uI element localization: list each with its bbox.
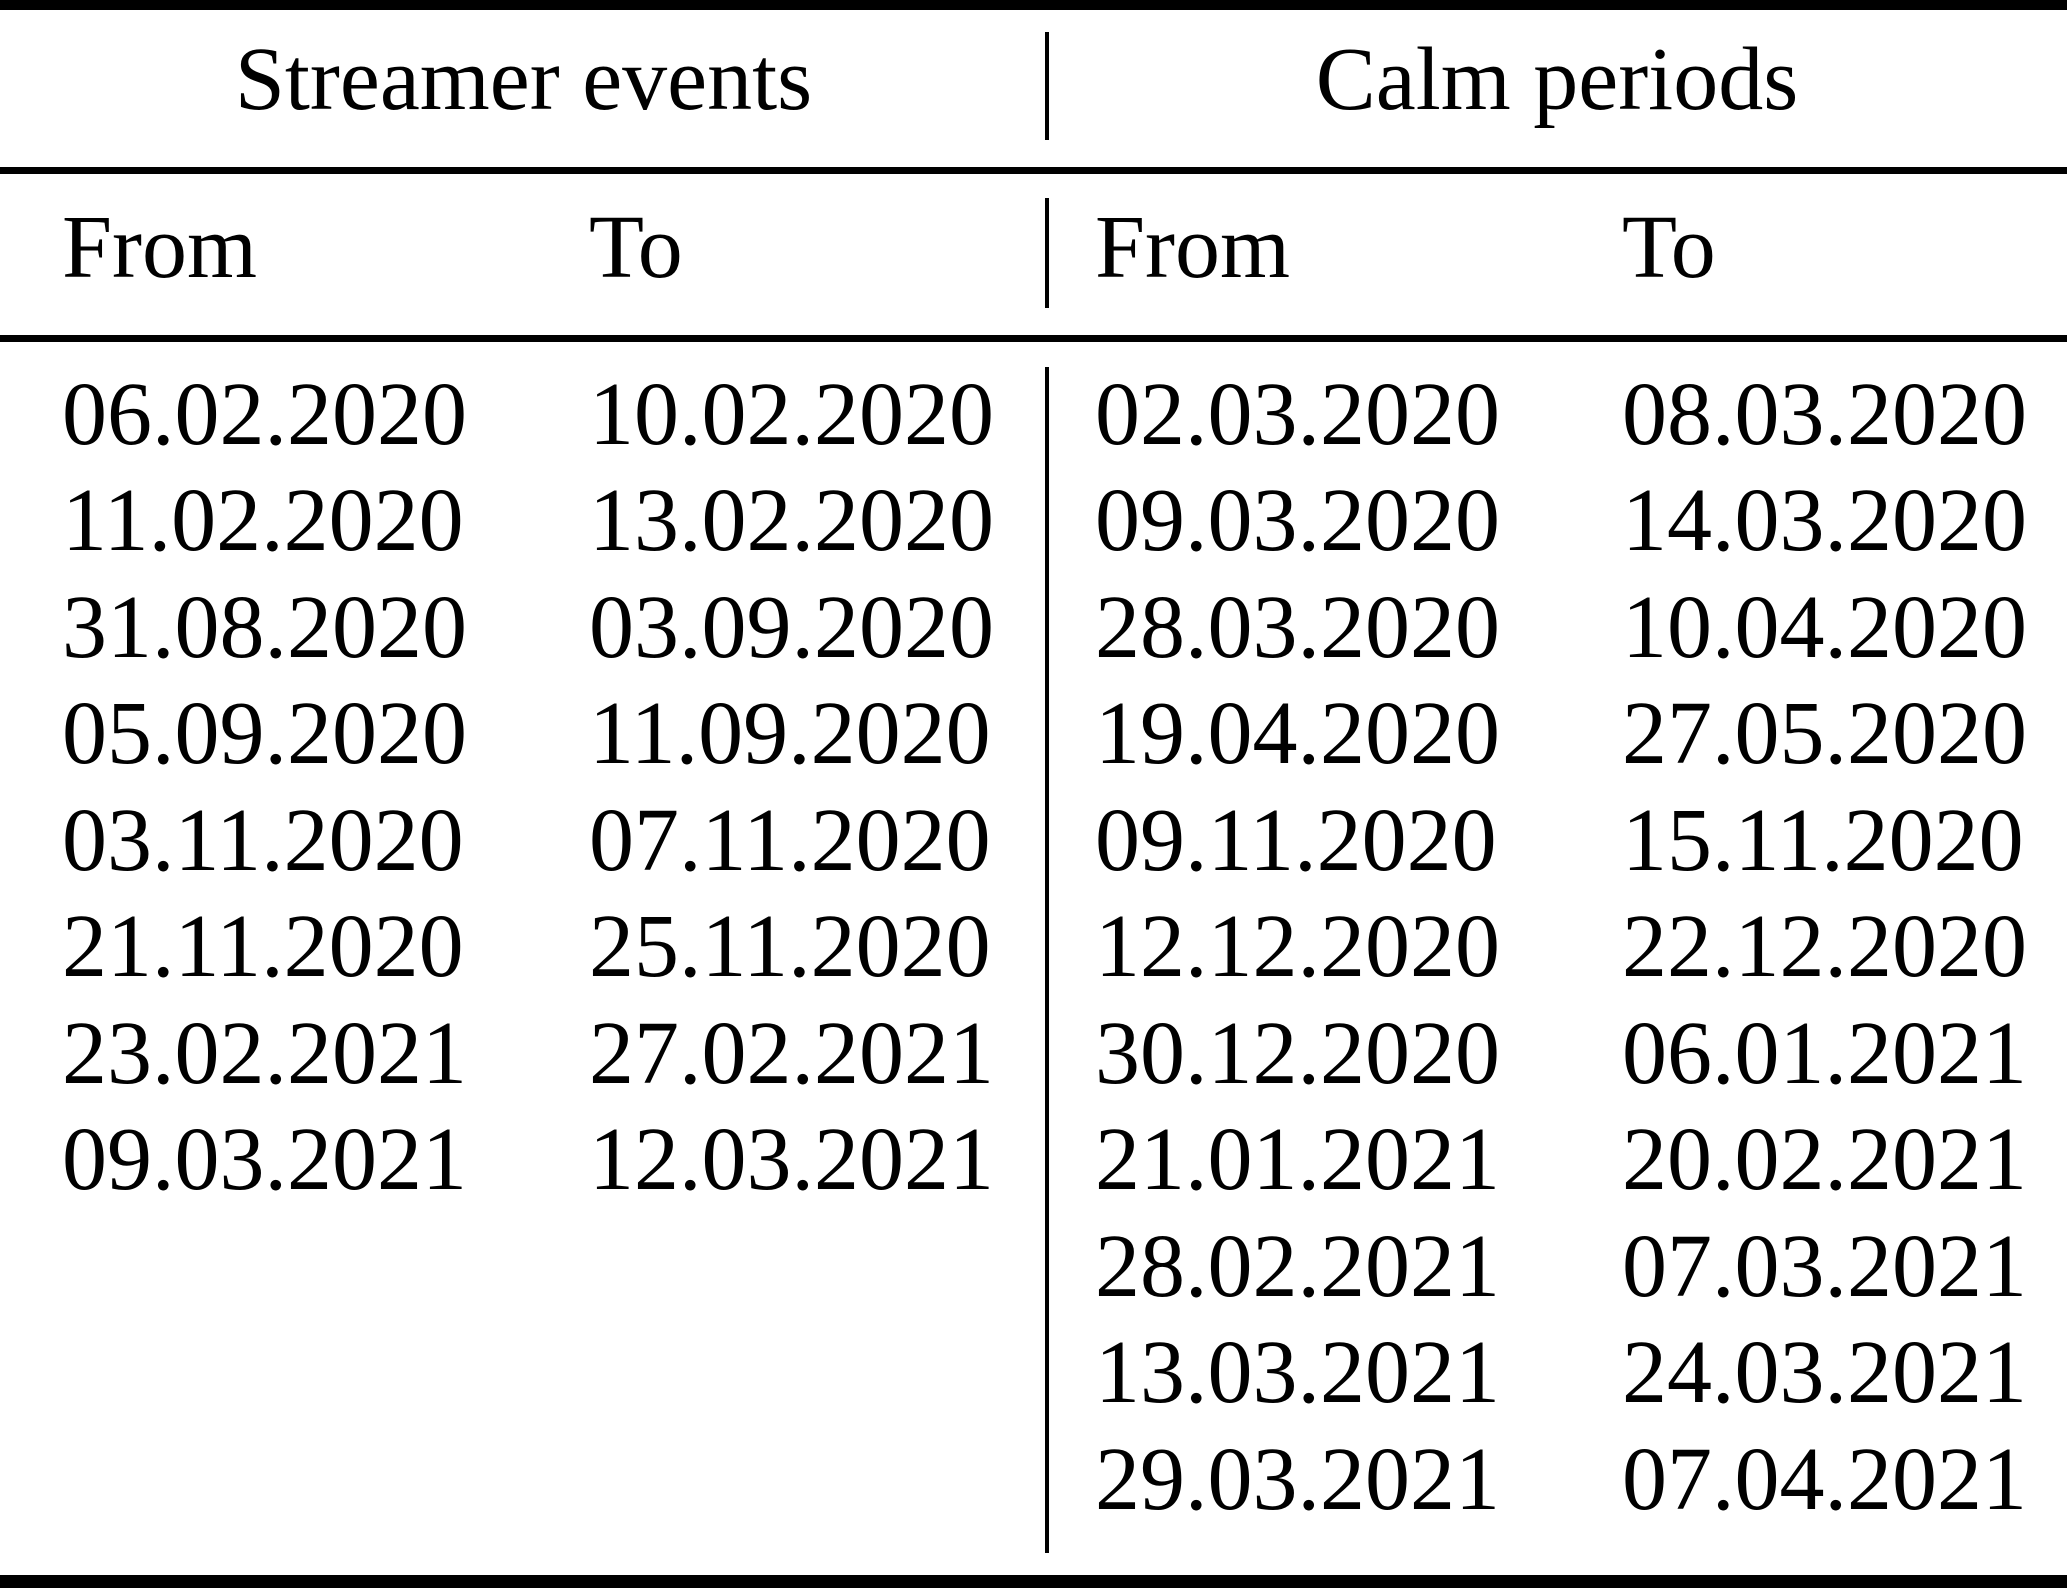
table-row: 11.02.2020 13.02.2020	[62, 468, 1047, 575]
date-cell: 29.03.2021	[1095, 1429, 1500, 1529]
table-row: 21.11.2020 25.11.2020	[62, 894, 1047, 1001]
table-row: 23.02.2021 27.02.2021	[62, 1000, 1047, 1107]
table-row: 03.11.2020 07.11.2020	[62, 787, 1047, 894]
top-rule	[0, 0, 2067, 10]
date-cell: 07.11.2020	[589, 790, 991, 890]
group-title-streamer-events: Streamer events	[234, 30, 813, 129]
column-header-to: To	[589, 198, 683, 297]
date-cell: 06.02.2020	[62, 364, 467, 464]
streamer-rows: 06.02.2020 10.02.2020 11.02.2020 13.02.2020…	[0, 345, 1047, 1213]
table-row: 09.11.2020 15.11.2020	[1095, 787, 2067, 894]
table-row: 19.04.2020 27.05.2020	[1095, 681, 2067, 788]
date-cell: 13.03.2021	[1095, 1323, 1500, 1423]
header-rule	[0, 167, 2067, 174]
table-row: 02.03.2020 08.03.2020	[1095, 361, 2067, 468]
date-cell: 06.01.2021	[1622, 1003, 2027, 1103]
table-row: 06.02.2020 10.02.2020	[62, 361, 1047, 468]
date-cell: 09.03.2021	[62, 1110, 467, 1210]
date-cell: 09.11.2020	[1095, 790, 1497, 890]
date-cell: 08.03.2020	[1622, 364, 2027, 464]
date-cell: 12.12.2020	[1095, 897, 1500, 997]
date-cell: 10.04.2020	[1622, 577, 2027, 677]
table-row: 09.03.2021 12.03.2021	[62, 1107, 1047, 1214]
date-cell: 07.03.2021	[1622, 1216, 2027, 1316]
bottom-rule	[0, 1575, 2067, 1588]
column-header-to: To	[1622, 198, 1716, 297]
vertical-divider-header	[1045, 32, 1049, 140]
calm-column-headers: From To	[1047, 174, 2067, 335]
subheader-rule	[0, 335, 2067, 342]
date-cell: 03.11.2020	[62, 790, 464, 890]
table-row: 28.02.2021 07.03.2021	[1095, 1213, 2067, 1320]
table-row: 05.09.2020 11.09.2020	[62, 681, 1047, 788]
date-cell: 07.04.2021	[1622, 1429, 2027, 1529]
date-cell: 23.02.2021	[62, 1003, 467, 1103]
table-row: 30.12.2020 06.01.2021	[1095, 1000, 2067, 1107]
date-cell: 22.12.2020	[1622, 897, 2027, 997]
table-row: 12.12.2020 22.12.2020	[1095, 894, 2067, 1001]
date-cell: 28.02.2021	[1095, 1216, 1500, 1316]
table-row: 29.03.2021 07.04.2021	[1095, 1426, 2067, 1533]
date-cell: 13.02.2020	[589, 471, 994, 571]
date-cell: 21.01.2021	[1095, 1110, 1500, 1210]
date-cell: 11.02.2020	[62, 471, 464, 571]
date-cell: 03.09.2020	[589, 577, 994, 677]
streamer-column-headers: From To	[0, 174, 1047, 335]
date-cell: 27.02.2021	[589, 1003, 994, 1103]
vertical-divider-subheader	[1045, 198, 1049, 308]
date-cell: 12.03.2021	[589, 1110, 994, 1210]
table-row: 09.03.2020 14.03.2020	[1095, 468, 2067, 575]
date-cell: 02.03.2020	[1095, 364, 1500, 464]
date-cell: 31.08.2020	[62, 577, 467, 677]
date-cell: 14.03.2020	[1622, 471, 2027, 571]
date-cell: 15.11.2020	[1622, 790, 2024, 890]
date-cell: 11.09.2020	[589, 684, 991, 784]
group-title-calm-periods: Calm periods	[1315, 30, 1799, 129]
date-cell: 09.03.2020	[1095, 471, 1500, 571]
table-row: 13.03.2021 24.03.2021	[1095, 1320, 2067, 1427]
date-cell: 20.02.2021	[1622, 1110, 2027, 1210]
column-header-from: From	[62, 198, 258, 297]
date-cell: 21.11.2020	[62, 897, 464, 997]
date-cell: 27.05.2020	[1622, 684, 2027, 784]
table-row: 21.01.2021 20.02.2021	[1095, 1107, 2067, 1214]
table-row: 31.08.2020 03.09.2020	[62, 574, 1047, 681]
date-cell: 28.03.2020	[1095, 577, 1500, 677]
date-cell: 30.12.2020	[1095, 1003, 1500, 1103]
calm-rows: 02.03.2020 08.03.2020 09.03.2020 14.03.2020…	[1047, 345, 2067, 1533]
date-cell: 25.11.2020	[589, 897, 991, 997]
date-cell: 24.03.2021	[1622, 1323, 2027, 1423]
column-header-from: From	[1095, 198, 1291, 297]
date-cell: 05.09.2020	[62, 684, 467, 784]
date-cell: 10.02.2020	[589, 364, 994, 464]
date-cell: 19.04.2020	[1095, 684, 1500, 784]
vertical-divider-body	[1045, 367, 1049, 1553]
table-row: 28.03.2020 10.04.2020	[1095, 574, 2067, 681]
